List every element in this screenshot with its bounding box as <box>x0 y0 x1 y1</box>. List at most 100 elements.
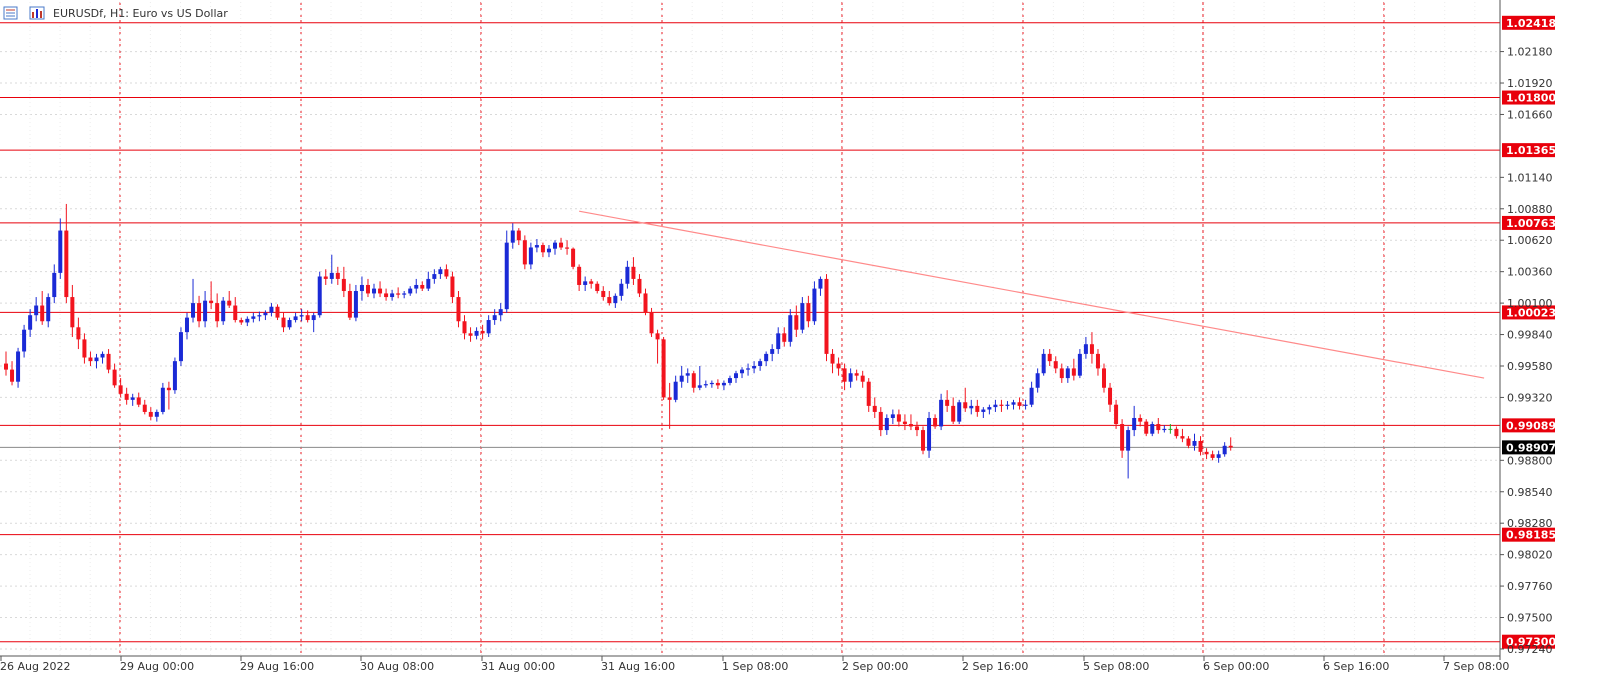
candle-body <box>166 387 171 391</box>
candle <box>649 307 654 337</box>
candle <box>607 291 612 306</box>
candle-body <box>854 373 859 376</box>
candle <box>733 370 738 383</box>
candle <box>848 368 853 388</box>
candle-body <box>969 405 974 409</box>
candle <box>890 409 895 425</box>
candle-body <box>788 315 793 342</box>
candle <box>921 426 926 455</box>
candle-body <box>504 242 509 310</box>
time-tick-label: 29 Aug 16:00 <box>240 660 314 673</box>
candle <box>510 223 515 249</box>
candle-body <box>824 278 829 354</box>
trendline-group[interactable] <box>579 210 1485 379</box>
candle <box>1222 442 1227 457</box>
candle-body <box>583 281 588 285</box>
candle <box>390 289 395 301</box>
candle-body <box>311 315 316 321</box>
candle-body <box>58 230 63 273</box>
candle <box>601 286 606 301</box>
candle <box>685 368 690 383</box>
candle <box>1071 358 1076 381</box>
candle <box>951 397 956 425</box>
level-price-tag <box>1502 215 1555 230</box>
candle <box>106 349 111 374</box>
candle <box>474 327 479 340</box>
candle <box>836 357 841 376</box>
time-tick-label: 1 Sep 08:00 <box>722 660 788 673</box>
candle-body <box>1017 402 1022 406</box>
candle <box>504 230 509 313</box>
candle-body <box>553 242 558 249</box>
candle <box>172 357 177 394</box>
candle-body <box>335 272 340 279</box>
candle-body <box>679 375 684 382</box>
candle <box>884 414 889 435</box>
candle <box>1041 349 1046 376</box>
candle <box>1216 450 1221 463</box>
candle <box>1138 414 1143 427</box>
candle-body <box>269 306 274 313</box>
candle-body <box>776 333 781 350</box>
candle <box>1228 437 1233 451</box>
candle <box>287 317 292 330</box>
horizontal-levels[interactable]: 1.02418 1.01800 1.01365 1.00763 1.00023 0.990… <box>0 15 1556 649</box>
level-price-label: 0.98185 <box>1506 529 1556 542</box>
candle-body <box>34 305 39 316</box>
candle-body <box>130 397 135 400</box>
candle <box>540 242 545 258</box>
candle-body <box>987 407 992 410</box>
candle <box>1029 381 1034 408</box>
candle-body <box>263 312 268 316</box>
candle-body <box>390 293 395 298</box>
time-tick-label: 6 Sep 00:00 <box>1203 660 1269 673</box>
candle <box>178 327 183 366</box>
trendline[interactable] <box>579 210 1485 379</box>
candle <box>927 411 932 458</box>
candle <box>1144 419 1149 437</box>
candle <box>22 324 27 358</box>
candle-body <box>215 303 220 322</box>
candle <box>58 218 63 279</box>
candle-body <box>534 245 539 248</box>
candle-body <box>914 426 919 431</box>
candle <box>625 260 630 289</box>
candle-body <box>1120 424 1125 451</box>
candle <box>528 242 533 270</box>
candle <box>94 353 99 369</box>
candle-body <box>746 368 751 370</box>
candle <box>1053 356 1058 374</box>
candle <box>233 297 238 323</box>
candle <box>534 239 539 253</box>
time-tick-label: 31 Aug 00:00 <box>481 660 555 673</box>
candle-body <box>1210 454 1215 458</box>
chart-bars-icon[interactable] <box>29 6 45 20</box>
candle <box>76 317 81 350</box>
candle-body <box>1198 440 1203 452</box>
candle <box>746 363 751 376</box>
candle <box>203 291 208 328</box>
candle-body <box>715 382 720 386</box>
orders-list-icon[interactable] <box>3 6 18 20</box>
candle-body <box>172 361 177 391</box>
candle <box>16 347 21 388</box>
level-price-tag <box>1502 90 1555 105</box>
candle-body <box>486 320 491 334</box>
candle <box>239 317 244 325</box>
price-tick-label: 0.99580 <box>1507 360 1553 373</box>
level-price-label: 1.01800 <box>1506 92 1556 105</box>
candle-body <box>896 414 901 422</box>
candle-body <box>124 393 129 400</box>
candle-body <box>94 357 99 362</box>
candle <box>426 271 431 292</box>
candle <box>384 288 389 301</box>
candle <box>703 380 708 388</box>
candle-body <box>963 402 968 409</box>
level-price-label: 0.97300 <box>1506 636 1556 649</box>
current-price-tag <box>1502 440 1555 455</box>
time-tick-label: 2 Sep 16:00 <box>962 660 1028 673</box>
candle-body <box>528 247 533 265</box>
candle <box>788 309 793 347</box>
